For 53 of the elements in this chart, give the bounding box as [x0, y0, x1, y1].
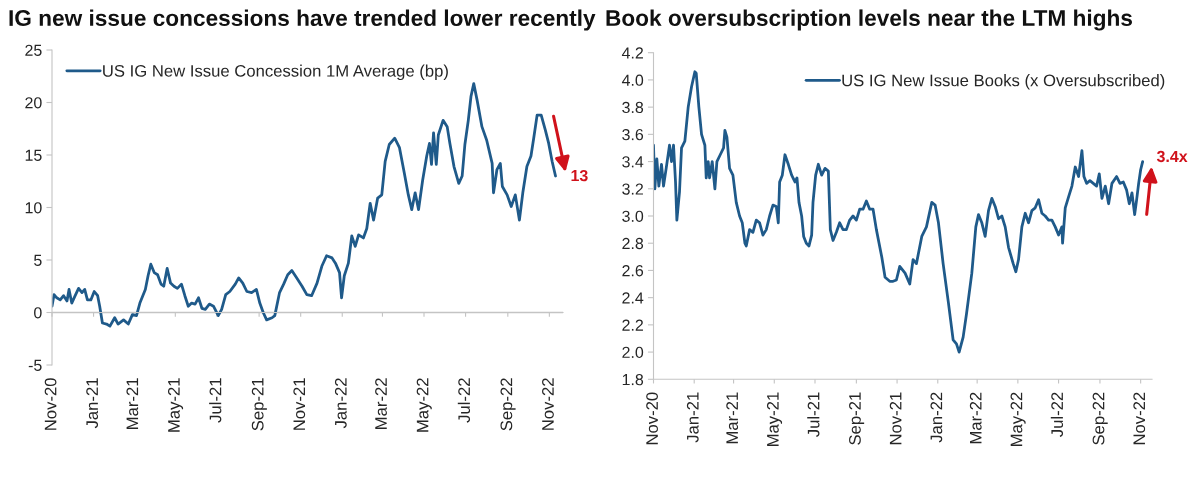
y-tick-label: 2.4: [622, 292, 644, 304]
x-tick-label: Jul-21: [807, 392, 820, 437]
annotation: 13: [571, 169, 588, 182]
x-tick-label: Mar-21: [726, 392, 739, 444]
x-tick-label: May-21: [167, 378, 184, 432]
y-tick-label: 3.2: [622, 183, 643, 195]
y-tick-label: 2.0: [622, 346, 644, 359]
y-tick-label: 1.8: [622, 373, 644, 386]
x-tick-label: Jan-22: [930, 392, 943, 443]
x-tick-label: Nov-20: [646, 392, 658, 445]
x-tick-label: May-22: [416, 378, 432, 432]
x-tick-label: Nov-22: [1133, 392, 1146, 445]
x-tick-label: Sep-22: [500, 378, 516, 431]
y-tick-label: 3.6: [622, 128, 644, 141]
y-tick-label: 20: [25, 97, 42, 109]
y-tick-label: 4.0: [621, 74, 644, 86]
y-tick-label: 0: [34, 307, 42, 319]
x-tick-label: May-22: [1010, 392, 1026, 446]
y-tick-label: 2.8: [622, 237, 644, 250]
x-tick-label: Nov-20: [44, 378, 57, 430]
x-tick-label: Mar-22: [969, 392, 982, 444]
annotation: 3.4x: [1156, 150, 1188, 163]
x-tick-label: Sep-22: [1092, 392, 1108, 445]
x-tick-label: Jan-21: [86, 378, 99, 429]
x-tick-label: Sep-21: [849, 392, 865, 445]
x-tick-label: Nov-21: [889, 392, 902, 445]
x-tick-label: Nov-21: [293, 378, 306, 430]
x-tick-label: Mar-22: [375, 378, 387, 429]
x-tick-label: Jul-22: [457, 378, 471, 423]
y-tick-label: 4.2: [621, 47, 643, 59]
chart-title: Book oversubscription levels near the LTM highs: [606, 9, 1133, 31]
chart-title: IG new issue concessions have trended lower recently: [9, 9, 596, 31]
legend-label: US IG New Issue Books (x Oversubscribed): [842, 74, 1165, 90]
x-tick-label: Sep-21: [251, 378, 267, 431]
y-tick-label: 15: [25, 149, 42, 161]
legend-label: US IG New Issue Concession 1M Average (bp): [103, 64, 448, 81]
y-tick-label: 5: [34, 254, 42, 266]
x-tick-label: Nov-22: [542, 378, 554, 430]
line-series: [52, 82, 557, 328]
x-tick-label: Jul-22: [1050, 392, 1064, 437]
x-tick-label: Jul-21: [209, 378, 222, 423]
y-tick-label: 10: [25, 202, 42, 214]
y-tick-label: 2.6: [622, 265, 644, 277]
y-tick-label: -5: [28, 359, 42, 371]
x-tick-label: May-21: [766, 392, 783, 446]
y-tick-label: 3.0: [622, 210, 644, 222]
x-tick-label: Jan-22: [334, 378, 347, 429]
y-tick-label: 2.2: [622, 319, 643, 331]
x-tick-label: Jan-21: [686, 392, 699, 443]
y-tick-label: 3.8: [622, 101, 644, 114]
y-tick-label: 3.4: [622, 156, 644, 168]
x-tick-label: Mar-21: [126, 378, 139, 429]
y-tick-label: 25: [25, 44, 42, 56]
